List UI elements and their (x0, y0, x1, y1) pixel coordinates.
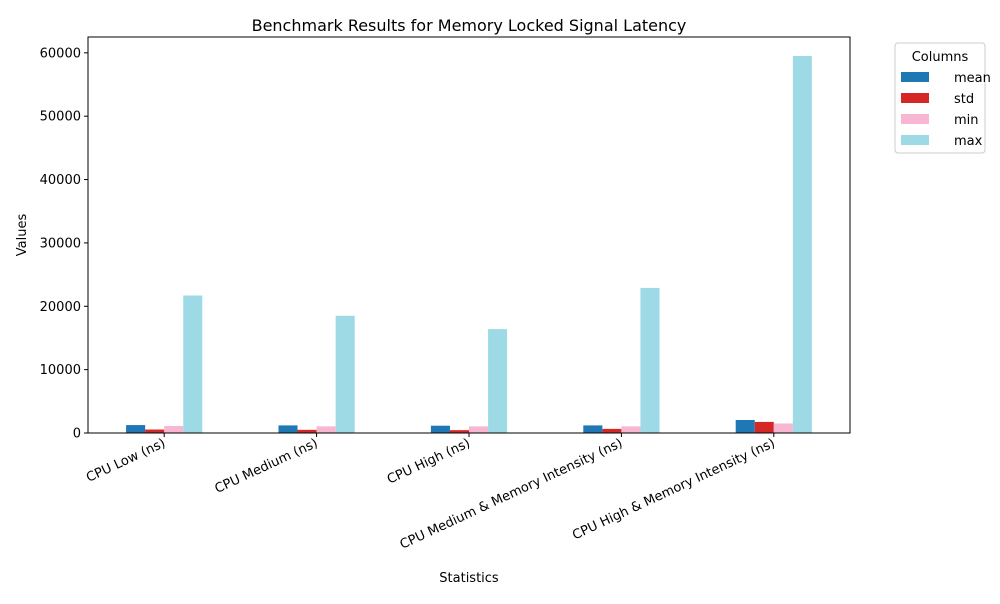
bar-min-2 (469, 426, 489, 433)
y-tick-label: 60000 (40, 46, 81, 61)
x-tick-label: CPU Medium (ns) (213, 436, 321, 497)
legend-swatch-min (901, 114, 929, 124)
bar-std-3 (602, 428, 622, 433)
y-axis: 0 10000 20000 30000 40000 50000 60000 (40, 46, 88, 442)
bar-min-1 (316, 426, 336, 433)
bar-max-4 (792, 56, 812, 433)
y-tick-label: 10000 (40, 363, 81, 378)
y-tick-label: 30000 (40, 236, 81, 251)
chart-title: Benchmark Results for Memory Locked Sign… (252, 16, 687, 35)
bar-max-1 (335, 315, 355, 433)
legend-swatch-max (901, 135, 929, 145)
legend-label-mean: mean (954, 71, 991, 86)
legend-swatch-std (901, 93, 929, 103)
bar-max-0 (183, 295, 203, 433)
legend: Columns mean std min max (894, 42, 991, 154)
legend-frame (894, 42, 986, 154)
legend-label-min: min (954, 113, 979, 128)
bar-max-2 (488, 329, 508, 433)
x-tick-label: CPU Low (ns) (84, 436, 168, 486)
y-axis-label: Values (15, 214, 30, 257)
bar-min-3 (621, 426, 641, 433)
y-tick-label: 50000 (40, 110, 81, 125)
bar-mean-0 (126, 425, 146, 433)
bar-max-3 (640, 287, 660, 433)
x-axis: CPU Low (ns) CPU Medium (ns) CPU High (ns)… (84, 433, 777, 553)
bar-min-0 (164, 426, 184, 433)
legend-title: Columns (912, 50, 969, 65)
bar-mean-3 (583, 425, 603, 433)
bar-mean-2 (430, 425, 450, 433)
bar-mean-1 (278, 425, 298, 433)
legend-items: mean std min max (901, 71, 991, 149)
x-axis-label: Statistics (439, 571, 499, 586)
bar-std-2 (449, 430, 469, 433)
bar-min-4 (773, 423, 793, 433)
legend-label-max: max (954, 134, 983, 149)
x-tick-label: CPU High (ns) (385, 436, 473, 488)
bars-layer (126, 56, 812, 433)
y-tick-label: 40000 (40, 173, 81, 188)
y-tick-label: 0 (73, 427, 81, 442)
bar-std-4 (754, 421, 774, 433)
bar-std-0 (145, 429, 165, 433)
legend-swatch-mean (901, 72, 929, 82)
bar-mean-4 (735, 420, 755, 433)
bar-std-1 (297, 429, 317, 433)
legend-label-std: std (954, 92, 974, 107)
y-tick-label: 20000 (40, 300, 81, 315)
